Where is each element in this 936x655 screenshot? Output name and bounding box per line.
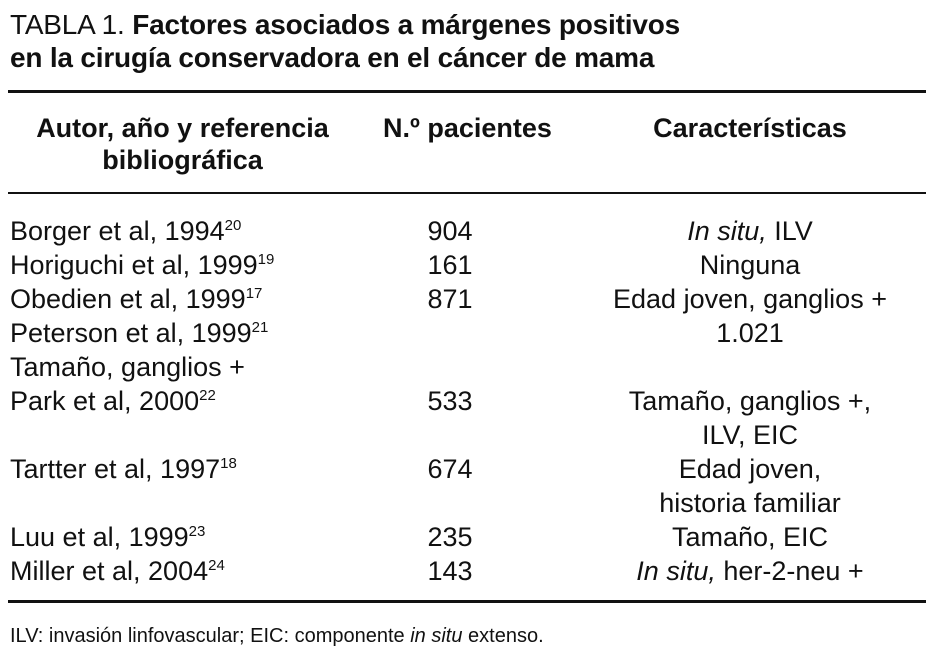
table-row-author: Obedien et al, 199917 [10,284,263,314]
bottom-rule [8,600,926,603]
table-row-author: Tamaño, ganglios + [10,352,245,382]
header-characteristics: Características [653,113,847,143]
title-line-1: Factores asociados a márgenes positivos [132,9,680,40]
table-row-patients: 235 [427,522,473,552]
table-row-characteristics: Tamaño, EIC [671,522,829,552]
header-rule [8,192,926,194]
table-row-author: Borger et al, 199420 [10,216,242,246]
table-row-characteristics: Edad joven, historia familiar [659,454,841,518]
table-number: TABLA 1. [10,9,125,40]
table-row-patients: 904 [427,216,473,246]
table-row-characteristics: In situ, ILV [687,216,813,246]
table-row-author: Peterson et al, 199921 [10,318,269,348]
table-row-patients: 674 [427,454,473,484]
table-footnote: ILV: invasión linfovascular; EIC: compon… [10,625,544,647]
table-row-author: Park et al, 200022 [10,386,216,416]
table-row-characteristics: Ninguna [699,250,801,280]
table-row-characteristics: Edad joven, ganglios + [613,284,887,314]
table-row-patients: 871 [427,284,473,314]
table-row-author: Miller et al, 200424 [10,556,225,586]
header-author-line-1: Autor, año y referencia [36,113,329,143]
table-row-patients: 533 [427,386,473,416]
header-author-line-2: bibliográfica [102,145,263,175]
table-row-author: Tartter et al, 199718 [10,454,237,484]
table-row-author: Luu et al, 199923 [10,522,206,552]
table-row-patients: 161 [427,250,473,280]
title-line-2: en la cirugía conservadora en el cáncer … [10,42,655,73]
header-patients: N.º pacientes [383,113,552,143]
table-row-author: Horiguchi et al, 199919 [10,250,275,280]
table-row-characteristics: 1.021 [716,318,784,348]
header-author: Autor, año y referencia bibliográfica [10,112,355,176]
table-title: TABLA 1. Factores asociados a márgenes p… [10,8,910,74]
top-rule [8,90,926,93]
table-row-characteristics: In situ, her-2-neu + [636,556,864,586]
table-row-characteristics: Tamaño, ganglios +, ILV, EIC [628,386,872,450]
table-row-patients: 143 [427,556,473,586]
